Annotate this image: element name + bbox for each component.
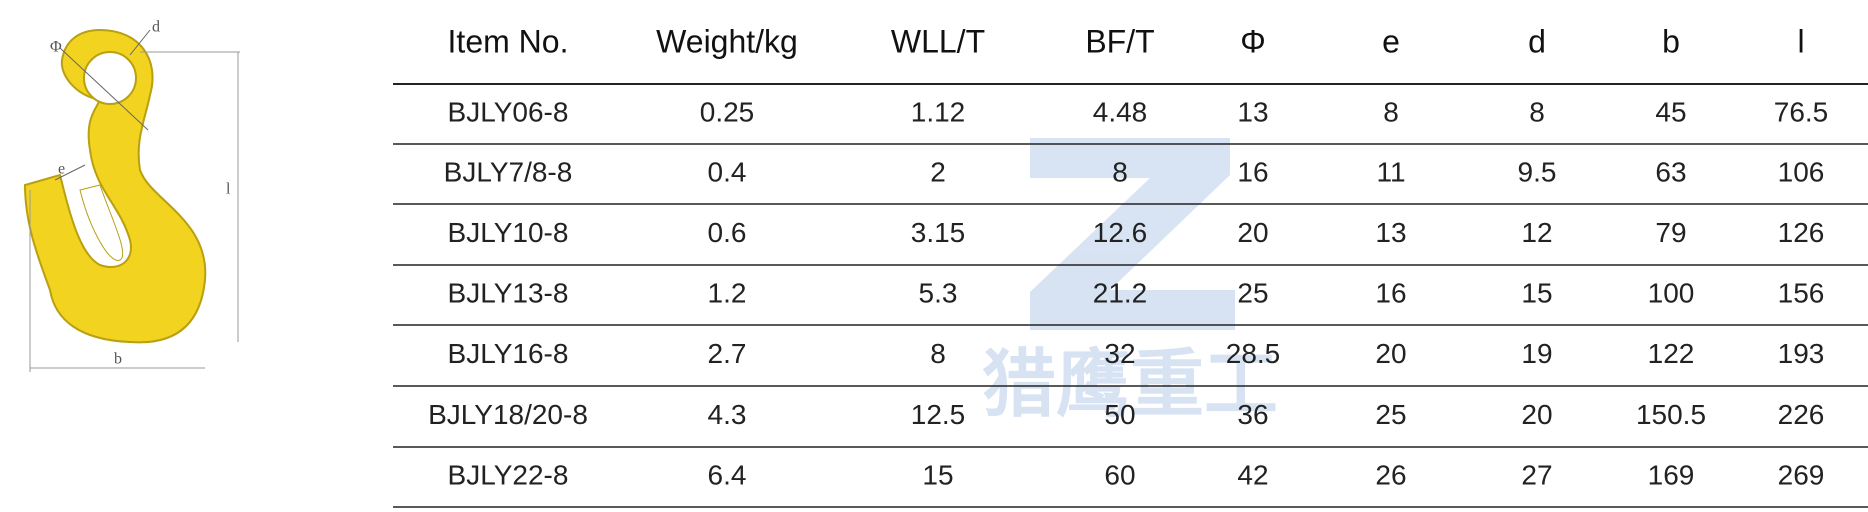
- table-cell: 8: [1383, 96, 1399, 127]
- table-cell: 5.3: [919, 277, 958, 308]
- hook-eye: [83, 51, 137, 105]
- table-cell: BJLY10-8: [448, 217, 569, 248]
- table-cell: 0.6: [708, 217, 747, 248]
- dim-label: d: [152, 19, 160, 36]
- table-cell: 8: [1529, 96, 1545, 127]
- dim-label: l: [226, 181, 231, 198]
- table-cell: BJLY16-8: [448, 338, 569, 369]
- table-cell: 45: [1655, 96, 1686, 127]
- watermark: 猎鹰重工: [982, 138, 1278, 426]
- table-cell: 13: [1237, 96, 1268, 127]
- table-cell: 21.2: [1093, 277, 1148, 308]
- table-cell: 20: [1521, 399, 1552, 430]
- table-cell: 20: [1375, 338, 1406, 369]
- table-cell: 63: [1655, 156, 1686, 187]
- table-cell: 156: [1778, 277, 1825, 308]
- table-cell: BJLY13-8: [448, 277, 569, 308]
- hook-slot: [79, 184, 124, 261]
- table-cell: 1.2: [708, 277, 747, 308]
- table-cell: 0.25: [700, 96, 755, 127]
- table-cell: 15: [922, 459, 953, 490]
- header-cell: d: [1528, 23, 1546, 59]
- table-cell: 19: [1521, 338, 1552, 369]
- table-cell: 20: [1237, 217, 1268, 248]
- table-cell: 8: [930, 338, 946, 369]
- table-cell: 12: [1521, 217, 1552, 248]
- table-cell: 36: [1237, 399, 1268, 430]
- table-cell: 11: [1376, 156, 1405, 187]
- watermark-text: 猎鹰重工: [982, 343, 1278, 426]
- table-cell: BJLY22-8: [448, 459, 569, 490]
- table-cell: 126: [1778, 217, 1825, 248]
- table-cell: 25: [1237, 277, 1268, 308]
- table-cell: 169: [1648, 459, 1695, 490]
- table-cell: 60: [1104, 459, 1135, 490]
- header-cell: Φ: [1240, 23, 1266, 59]
- table-cell: 6.4: [708, 459, 747, 490]
- table-cell: 27: [1521, 459, 1552, 490]
- header-cell: BF/T: [1085, 23, 1154, 59]
- header-cell: WLL/T: [891, 23, 985, 59]
- table-cell: 26: [1375, 459, 1406, 490]
- header-cell: b: [1662, 23, 1680, 59]
- table-cell: 226: [1778, 399, 1825, 430]
- table-cell: 0.4: [708, 156, 747, 187]
- dim-line: [129, 29, 151, 56]
- table-cell: 28.5: [1226, 338, 1281, 369]
- table-cell: 13: [1375, 217, 1406, 248]
- table-cell: 15: [1521, 277, 1552, 308]
- table-cell: 16: [1237, 156, 1268, 187]
- header-cell: e: [1382, 23, 1400, 59]
- watermark-logo: [1030, 138, 1235, 330]
- table-cell: 8: [1112, 156, 1128, 187]
- table-cell: 79: [1655, 217, 1686, 248]
- table-cell: 1.12: [911, 96, 966, 127]
- table-cell: 2: [930, 156, 946, 187]
- table-cell: 16: [1375, 277, 1406, 308]
- dim-line: [59, 47, 149, 131]
- table-cell: BJLY18/20-8: [428, 399, 588, 430]
- table-cell: 150.5: [1636, 399, 1706, 430]
- table-cell: 3.15: [911, 217, 966, 248]
- table-cell: 4.3: [708, 399, 747, 430]
- table-cell: 25: [1375, 399, 1406, 430]
- table-cell: 32: [1104, 338, 1135, 369]
- table-cell: 2.7: [708, 338, 747, 369]
- table-cell: 106: [1778, 156, 1825, 187]
- table-cell: 12.5: [911, 399, 966, 430]
- table-cell: 122: [1648, 338, 1695, 369]
- table-cell: 42: [1237, 459, 1268, 490]
- table-cell: 9.5: [1518, 156, 1557, 187]
- hook-diagram: d Φ e l b: [23, 19, 240, 372]
- dim-label: Φ: [50, 39, 62, 56]
- table-cell: BJLY06-8: [448, 96, 569, 127]
- table-cell: 76.5: [1774, 96, 1829, 127]
- dim-label: b: [114, 351, 122, 368]
- table-cell: 12.6: [1093, 217, 1148, 248]
- header-cell: Weight/kg: [656, 23, 798, 59]
- table-cell: 50: [1104, 399, 1135, 430]
- table-cell: 193: [1778, 338, 1825, 369]
- table-cell: BJLY7/8-8: [444, 156, 573, 187]
- dim-line: [54, 164, 86, 181]
- table-cell: 4.48: [1093, 96, 1148, 127]
- table-cell: 100: [1648, 277, 1695, 308]
- header-cell: Item No.: [448, 23, 569, 59]
- header-cell: l: [1797, 23, 1804, 59]
- dim-label: e: [58, 161, 65, 178]
- table-cell: 269: [1778, 459, 1825, 490]
